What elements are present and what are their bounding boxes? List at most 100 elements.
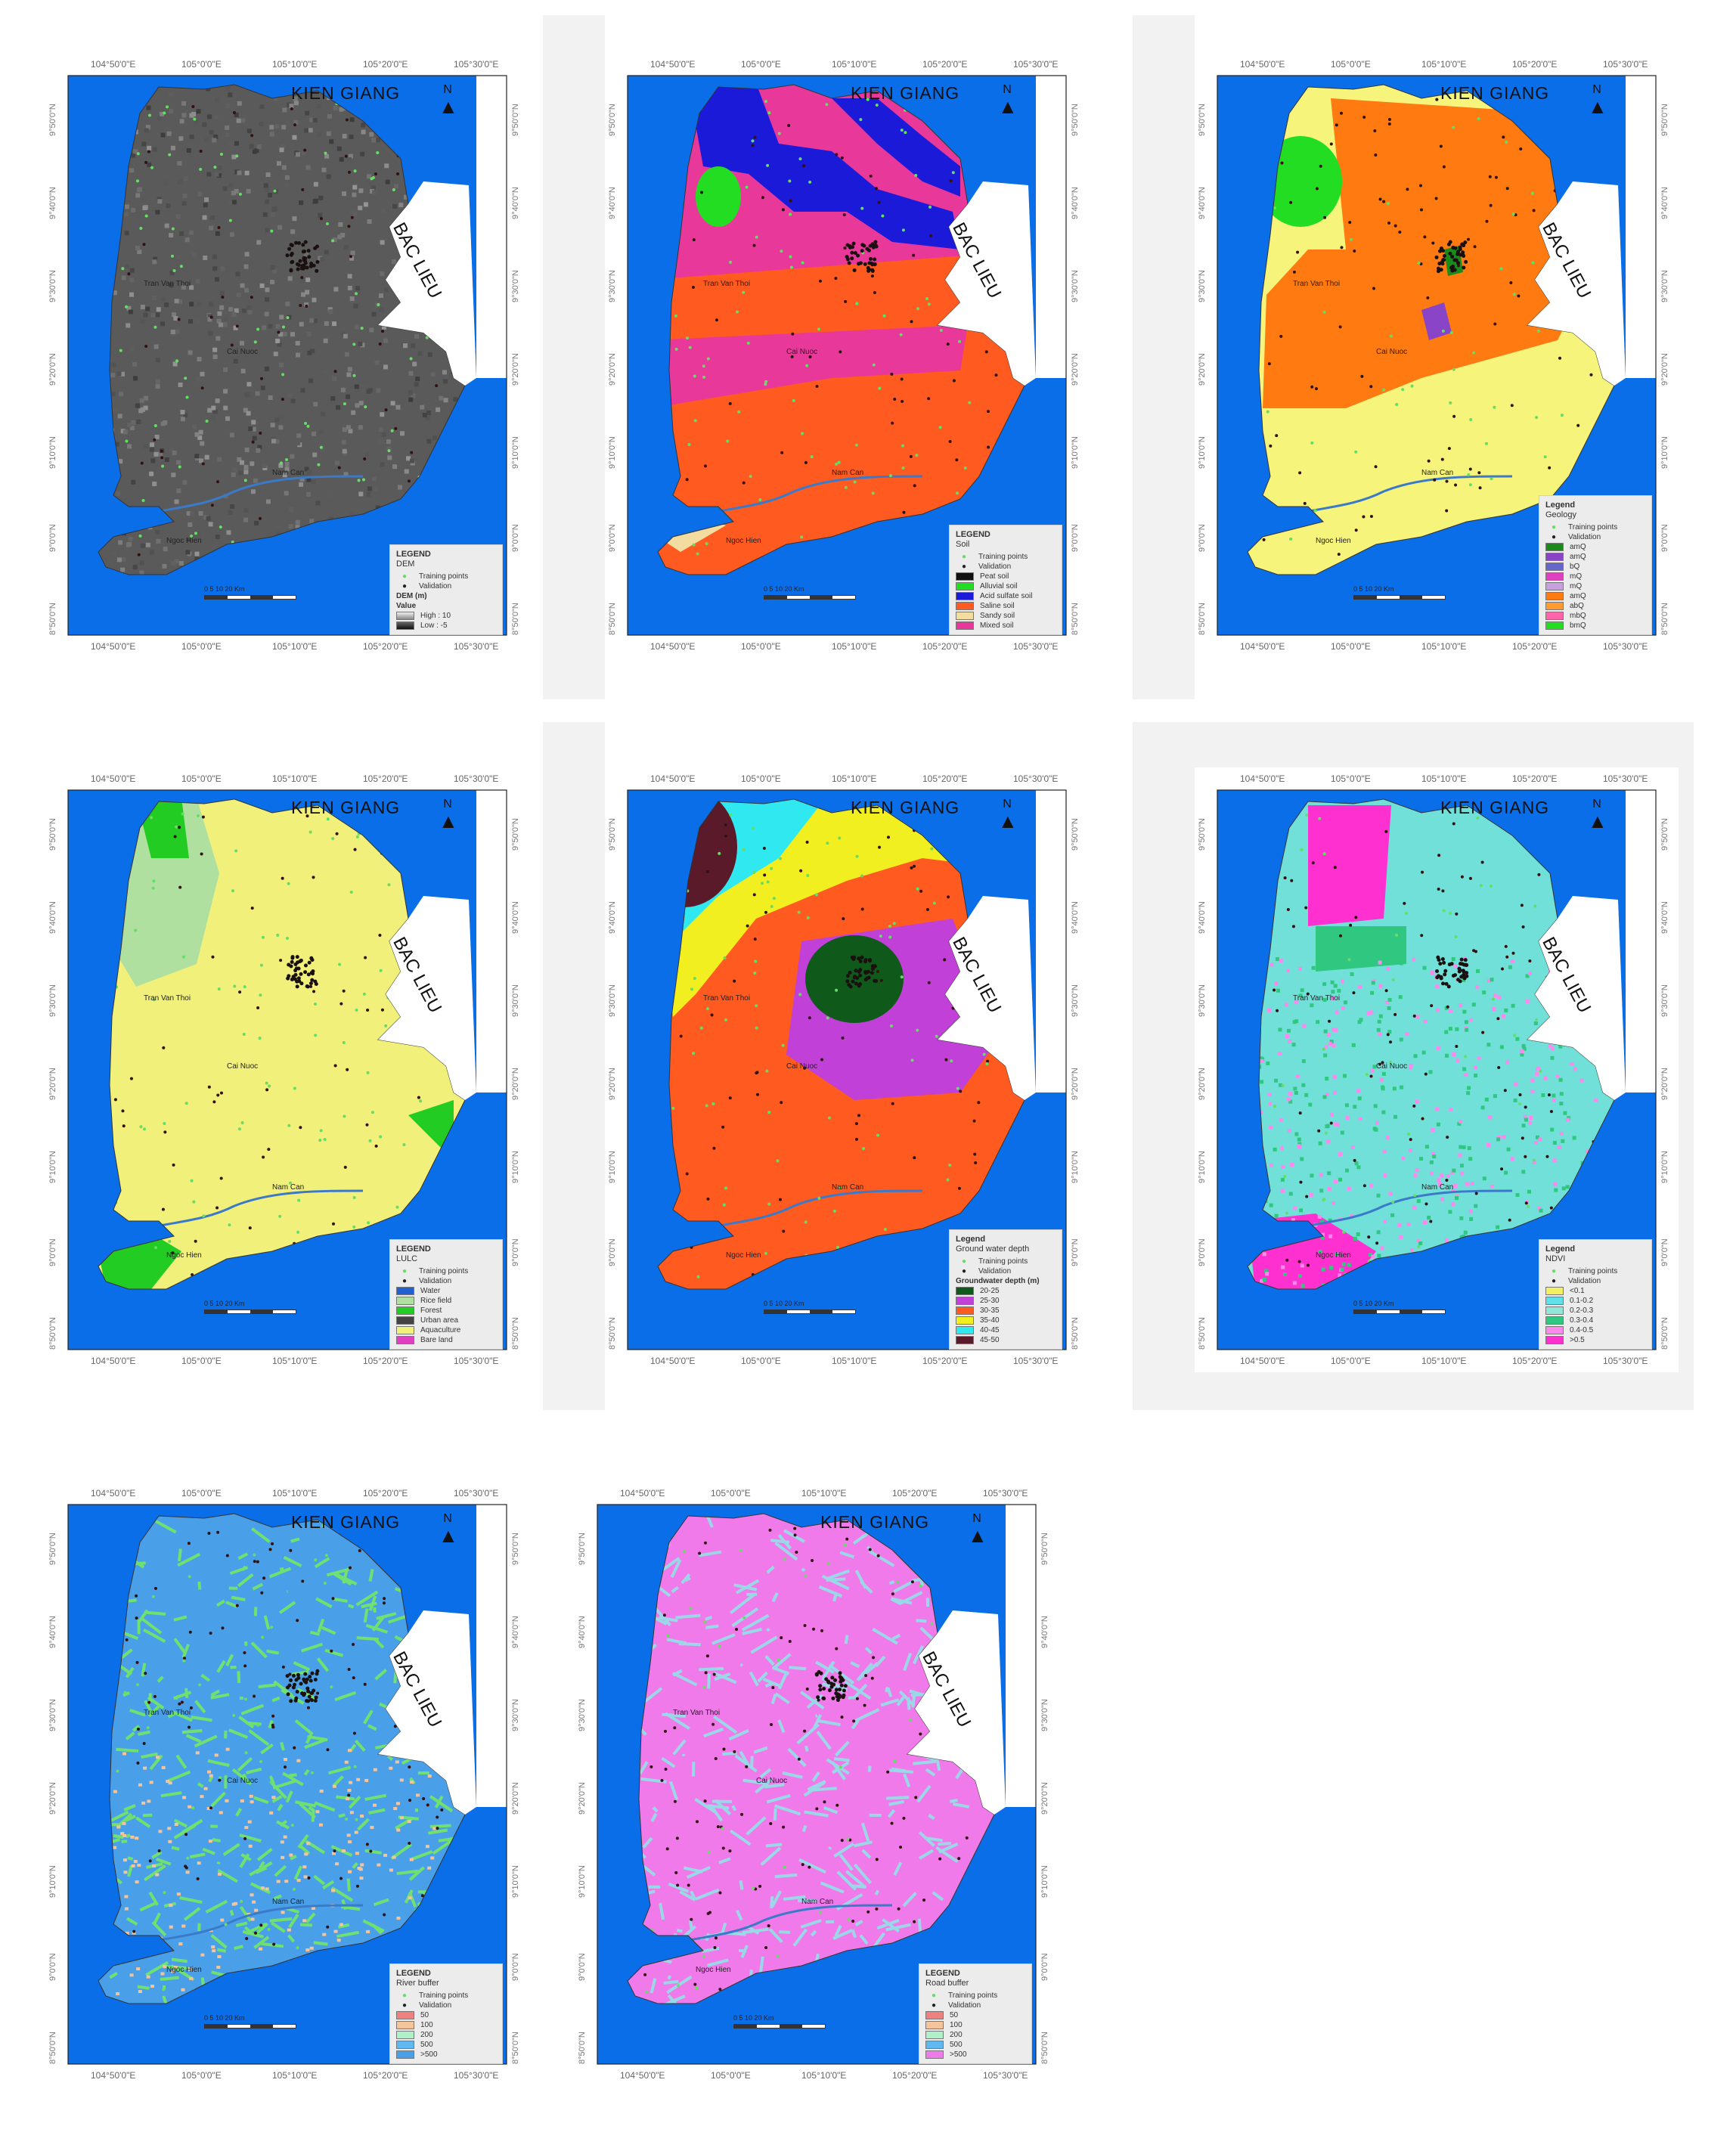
- legend-title: LEGEND: [396, 1244, 431, 1254]
- longitude-tick-label: 104°50'0"E: [1240, 59, 1285, 70]
- latitude-tick-label: 9°30'0"N: [1040, 1699, 1049, 1731]
- longitude-tick-label: 105°20'0"E: [363, 1488, 408, 1499]
- legend-subtitle: River buffer: [396, 1979, 439, 1988]
- latitude-tick-label: 9°50'0"N: [48, 1533, 57, 1565]
- legend-label: High : 10: [420, 612, 451, 620]
- legend-title: LEGEND: [396, 1969, 431, 1978]
- latitude-tick-label: 9°0'0"N: [1660, 1238, 1669, 1266]
- longitude-tick-label: 105°10'0"E: [272, 2070, 318, 2081]
- legend-item: 200: [396, 2030, 496, 2040]
- legend-label: 200: [950, 2031, 963, 2039]
- latitude-tick-label: 9°20'0"N: [48, 1782, 57, 1815]
- legend-swatch: [1545, 602, 1564, 610]
- place-label: Cai Nuoc: [786, 348, 818, 356]
- latitude-tick-label: 8°50'0"N: [48, 603, 57, 635]
- scale-bar: 0 5 10 20 Km: [764, 585, 885, 600]
- place-label: Ngoc Hien: [166, 537, 202, 545]
- scale-bar: 0 5 10 20 Km: [204, 2014, 325, 2029]
- latitude-tick-label: 9°10'0"N: [48, 1151, 57, 1183]
- panel-background: [543, 15, 605, 699]
- latitude-tick-label: 8°50'0"N: [1660, 603, 1669, 635]
- latitude-tick-label: 8°50'0"N: [1071, 1317, 1080, 1350]
- longitude-tick-label: 105°10'0"E: [1421, 59, 1467, 70]
- longitude-tick-label: 105°30'0"E: [454, 1488, 499, 1499]
- map-panel-lulc: KIEN GIANG BAC LIEU N ▲ 104°50'0"E 104°50'0"E…: [45, 767, 529, 1372]
- legend-item: >500: [396, 2050, 496, 2060]
- point-symbol-icon: ●: [961, 563, 967, 571]
- longitude-tick-label: 105°10'0"E: [832, 773, 877, 784]
- legend-label: Water: [420, 1287, 441, 1295]
- latitude-tick-label: 9°20'0"N: [1198, 1068, 1207, 1100]
- legend-label: 200: [420, 2031, 433, 2039]
- legend-label: 50: [950, 2011, 959, 2019]
- longitude-tick-label: 105°0'0"E: [741, 59, 781, 70]
- map-panel-ndvi: KIEN GIANG BAC LIEU N ▲ 104°50'0"E 104°50'0"E…: [1195, 767, 1679, 1372]
- longitude-tick-label: 105°20'0"E: [922, 773, 968, 784]
- latitude-tick-label: 8°50'0"N: [511, 603, 520, 635]
- legend-item: ● Validation: [956, 1266, 1056, 1276]
- longitude-tick-label: 105°30'0"E: [1013, 59, 1059, 70]
- legend-label: Forest: [420, 1306, 442, 1315]
- place-label: Tran Van Thoi: [144, 1709, 191, 1717]
- map-frame: [1217, 789, 1657, 1350]
- legend-label: DEM (m): [396, 592, 427, 600]
- legend-label: 0.1-0.2: [1570, 1297, 1594, 1305]
- legend-ramp: [396, 612, 414, 620]
- latitude-tick-label: 9°10'0"N: [511, 1151, 520, 1183]
- legend-swatch: [1545, 621, 1564, 630]
- longitude-tick-label: 104°50'0"E: [91, 773, 136, 784]
- legend-label: 35-40: [980, 1316, 1000, 1325]
- legend-item: Peat soil: [956, 572, 1056, 581]
- longitude-tick-label: 105°30'0"E: [1013, 641, 1059, 652]
- latitude-tick-label: 8°50'0"N: [608, 603, 617, 635]
- legend-item: 500: [396, 2040, 496, 2050]
- place-label: Ngoc Hien: [696, 1966, 731, 1974]
- latitude-tick-label: 9°30'0"N: [608, 270, 617, 302]
- legend-item: 100: [396, 2020, 496, 2030]
- longitude-tick-label: 105°0'0"E: [1331, 59, 1371, 70]
- legend-item: 100: [925, 2020, 1025, 2030]
- legend-item: Forest: [396, 1306, 496, 1316]
- longitude-tick-label: 104°50'0"E: [91, 2070, 136, 2081]
- neighbor-province-area: [378, 1610, 476, 1815]
- point-symbol-icon: ●: [961, 1267, 967, 1275]
- north-arrow-icon: N ▲: [439, 83, 458, 118]
- map-title: KIEN GIANG: [1440, 798, 1550, 817]
- legend-swatch: [396, 2050, 414, 2059]
- place-label: Nam Can: [1421, 1183, 1454, 1192]
- legend-item: Value: [396, 601, 496, 611]
- legend-item: ● Validation: [925, 2001, 1025, 2010]
- latitude-tick-label: 9°0'0"N: [48, 1953, 57, 1981]
- place-label: Cai Nuoc: [756, 1777, 788, 1785]
- latitude-tick-label: 9°0'0"N: [48, 524, 57, 552]
- latitude-tick-label: 8°50'0"N: [48, 2032, 57, 2064]
- legend-item: Groundwater depth (m): [956, 1276, 1056, 1286]
- latitude-tick-label: 9°40'0"N: [48, 901, 57, 934]
- latitude-tick-label: 8°50'0"N: [1198, 1317, 1207, 1350]
- legend-label: Validation: [978, 1267, 1012, 1275]
- legend-label: 500: [420, 2041, 433, 2049]
- legend-title: Legend: [1545, 1244, 1576, 1254]
- latitude-tick-label: 9°40'0"N: [48, 187, 57, 219]
- point-symbol-icon: ●: [401, 2001, 408, 2010]
- map-title: KIEN GIANG: [291, 83, 401, 103]
- scale-bar: 0 5 10 20 Km: [733, 2014, 854, 2029]
- place-label: Nam Can: [832, 469, 864, 477]
- latitude-tick-label: 9°10'0"N: [1660, 436, 1669, 469]
- longitude-tick-label: 105°0'0"E: [181, 641, 222, 652]
- legend-item: abQ: [1545, 601, 1645, 611]
- latitude-tick-label: 9°50'0"N: [511, 818, 520, 851]
- longitude-tick-label: 105°30'0"E: [454, 1356, 499, 1366]
- map-panel-soil: KIEN GIANG BAC LIEU N ▲ 104°50'0"E 104°50'0"E…: [605, 53, 1089, 658]
- legend-item: >500: [925, 2050, 1025, 2060]
- legend-item: amQ: [1545, 552, 1645, 562]
- latitude-tick-label: 9°40'0"N: [511, 187, 520, 219]
- longitude-tick-label: 105°0'0"E: [181, 773, 222, 784]
- latitude-tick-label: 9°0'0"N: [608, 524, 617, 552]
- point-symbol-icon: ●: [1551, 533, 1557, 541]
- legend-label: bmQ: [1570, 621, 1586, 630]
- legend-title: LEGEND: [396, 550, 431, 559]
- point-symbol-icon: ●: [401, 1991, 408, 2000]
- latitude-tick-label: 9°40'0"N: [608, 187, 617, 219]
- legend-label: Validation: [978, 563, 1012, 571]
